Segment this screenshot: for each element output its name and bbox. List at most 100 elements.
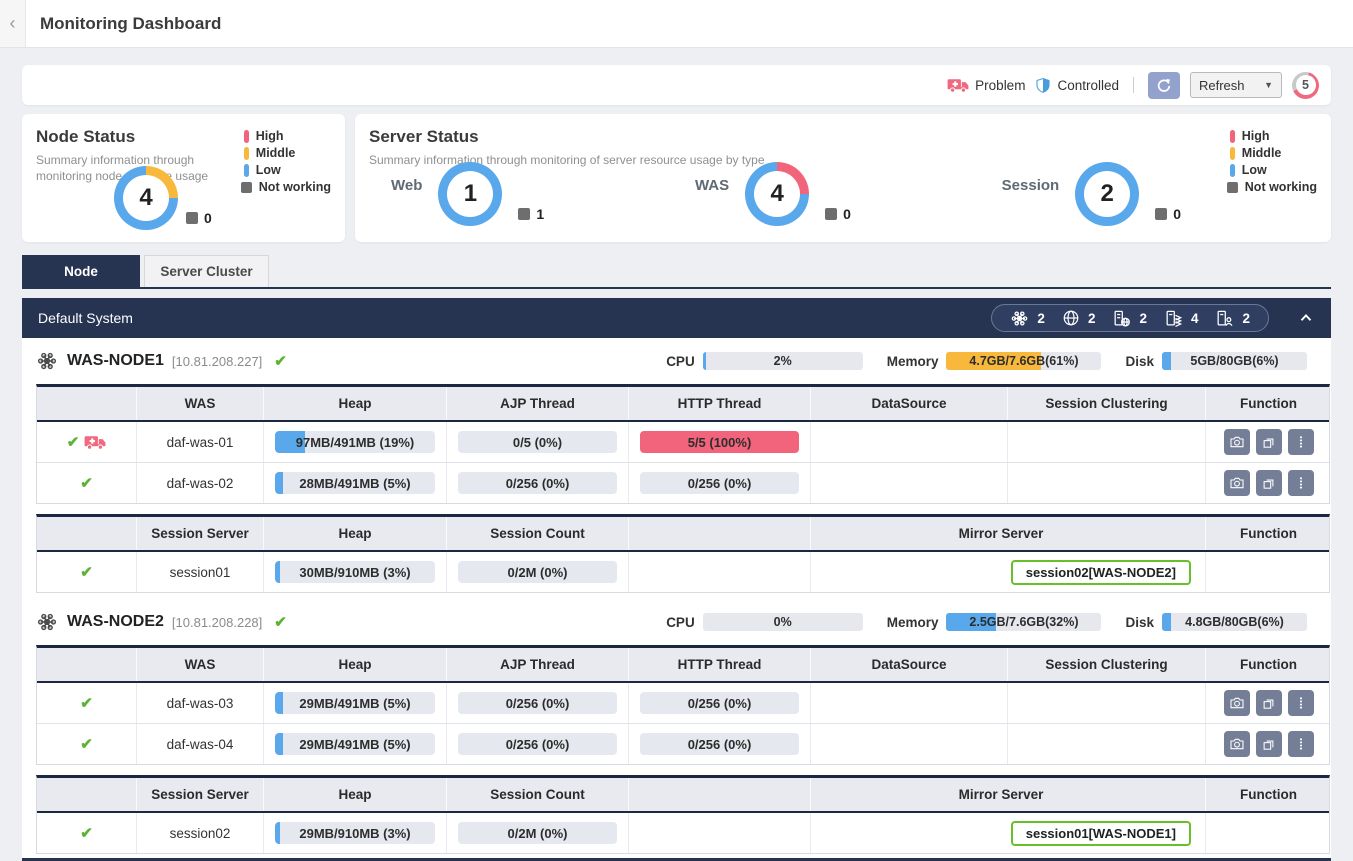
low-label: Low [255, 163, 281, 177]
was-table-node1: WAS Heap AJP Thread HTTP Thread DataSour… [36, 384, 1330, 504]
not-working-label: Not working [1244, 180, 1317, 194]
globe-icon [1063, 310, 1079, 326]
collapse-section-button[interactable] [1297, 309, 1315, 327]
node-count: 2 [1037, 310, 1045, 326]
col-http: HTTP Thread [629, 387, 811, 420]
legend-item-high: High [243, 129, 331, 143]
web-status-group: Web 1 1 [391, 162, 544, 226]
more-menu-button[interactable] [1287, 470, 1314, 496]
low-marker [1229, 163, 1235, 177]
snapshot-button[interactable] [1223, 690, 1250, 716]
camera-icon [1229, 477, 1244, 489]
was-server-icon [1166, 310, 1182, 327]
memory-fill [946, 613, 997, 631]
function-cell [1206, 683, 1331, 723]
high-marker [1229, 129, 1235, 143]
server-status-title: Server Status [369, 127, 479, 146]
back-button[interactable]: ‹ [0, 0, 26, 47]
was-name: daf-was-02 [137, 463, 264, 503]
clustering-cell [1008, 724, 1206, 764]
ajp-value: 0/256 (0%) [505, 736, 570, 752]
node-not-working-badge: 0 [186, 210, 212, 226]
system-summary-pill: 2 2 2 4 2 [991, 304, 1269, 332]
row-ok-check-icon: ✔ [80, 825, 93, 842]
col-ajp: AJP Thread [447, 648, 629, 681]
refresh-interval-select[interactable]: Refresh ▼ [1190, 72, 1282, 98]
not-working-label: Not working [258, 180, 331, 194]
function-cell [1206, 422, 1331, 462]
duplicate-view-button[interactable] [1255, 690, 1282, 716]
ajp-gauge: 0/256 (0%) [457, 472, 618, 494]
node-ip: [10.81.208.227] [171, 353, 263, 369]
cpu-label: CPU [666, 353, 695, 369]
kebab-menu-icon [1299, 436, 1302, 448]
col-was: WAS [137, 648, 264, 681]
web-status-value: 1 [447, 171, 494, 217]
col-mirror-server: Mirror Server [811, 517, 1206, 550]
col-session-server: Session Server [137, 517, 264, 550]
snapshot-button[interactable] [1223, 731, 1250, 757]
mirror-server-button[interactable]: session01[WAS-NODE1] [1010, 820, 1191, 846]
empty-cell [629, 813, 811, 853]
col-heap: Heap [264, 387, 447, 420]
node-status-donut-value: 4 [123, 175, 169, 221]
row-ok-check-icon: ✔ [66, 434, 80, 451]
not-working-square-icon [186, 212, 198, 224]
heap-gauge: 29MB/491MB (5%) [274, 692, 436, 714]
session-table-node1: Session Server Heap Session Count Mirror… [36, 514, 1330, 593]
col-empty [629, 517, 811, 550]
mirror-server-button[interactable]: session02[WAS-NODE2] [1010, 559, 1191, 585]
heap-value: 29MB/910MB (3%) [299, 825, 411, 841]
http-gauge: 5/5 (100%) [639, 431, 800, 453]
controlled-shield-icon [1036, 77, 1051, 93]
duplicate-view-button[interactable] [1255, 429, 1282, 455]
more-menu-button[interactable] [1287, 690, 1314, 716]
chevron-up-icon [1300, 314, 1312, 322]
http-value: 5/5 (100%) [687, 434, 752, 450]
node-name: WAS-NODE1 [67, 352, 164, 369]
high-label: High [1241, 129, 1270, 143]
http-value: 0/256 (0%) [687, 475, 752, 491]
refresh-countdown: 5 [1292, 71, 1319, 99]
col-status [37, 778, 137, 811]
http-gauge: 0/256 (0%) [639, 472, 800, 494]
back-chevron-icon: ‹ [9, 13, 16, 33]
memory-gauge: Memory 4.7GB/7.6GB(61%) [887, 352, 1102, 370]
tab-node[interactable]: Node [22, 255, 140, 287]
was-label: WAS [694, 176, 730, 194]
disk-value: 4.8GB/80GB(6%) [1185, 615, 1284, 629]
col-function: Function [1240, 526, 1297, 541]
web-not-working-count: 1 [536, 206, 545, 222]
more-menu-button[interactable] [1287, 429, 1314, 455]
session-server-name: session01 [137, 552, 264, 592]
snapshot-button[interactable] [1223, 470, 1250, 496]
was-name: daf-was-01 [137, 422, 264, 462]
toolbar-divider [1133, 77, 1134, 93]
ajp-gauge: 0/256 (0%) [457, 692, 618, 714]
col-function: Function [1240, 396, 1297, 411]
system-content: WAS-NODE1 [10.81.208.227] ✔ CPU 2% Memor… [22, 338, 1331, 858]
cpu-value: 0% [773, 615, 792, 629]
duplicate-view-button[interactable] [1255, 731, 1282, 757]
http-value: 0/256 (0%) [687, 736, 752, 752]
disk-fill [1162, 352, 1171, 370]
snapshot-button[interactable] [1223, 429, 1250, 455]
datasource-cell [811, 463, 1008, 503]
app-header: ‹ Monitoring Dashboard [0, 0, 1353, 48]
tab-server-cluster[interactable]: Server Cluster [144, 255, 269, 287]
high-label: High [255, 129, 284, 143]
col-clustering: Session Clustering [1008, 387, 1206, 420]
not-working-marker [240, 181, 252, 193]
was-name: daf-was-03 [137, 683, 264, 723]
session-server-name: session02 [137, 813, 264, 853]
session-count-gauge: 0/2M (0%) [457, 822, 618, 844]
heap-fill [274, 733, 283, 755]
was-status-group: WAS 4 0 [695, 162, 851, 226]
node-cluster-icon [1012, 310, 1028, 326]
not-working-square-icon [825, 208, 838, 220]
web-label: Web [391, 176, 423, 194]
more-menu-button[interactable] [1287, 731, 1314, 757]
duplicate-view-button[interactable] [1255, 470, 1282, 496]
refresh-now-button[interactable] [1148, 71, 1180, 99]
not-working-square-icon [1155, 208, 1168, 220]
